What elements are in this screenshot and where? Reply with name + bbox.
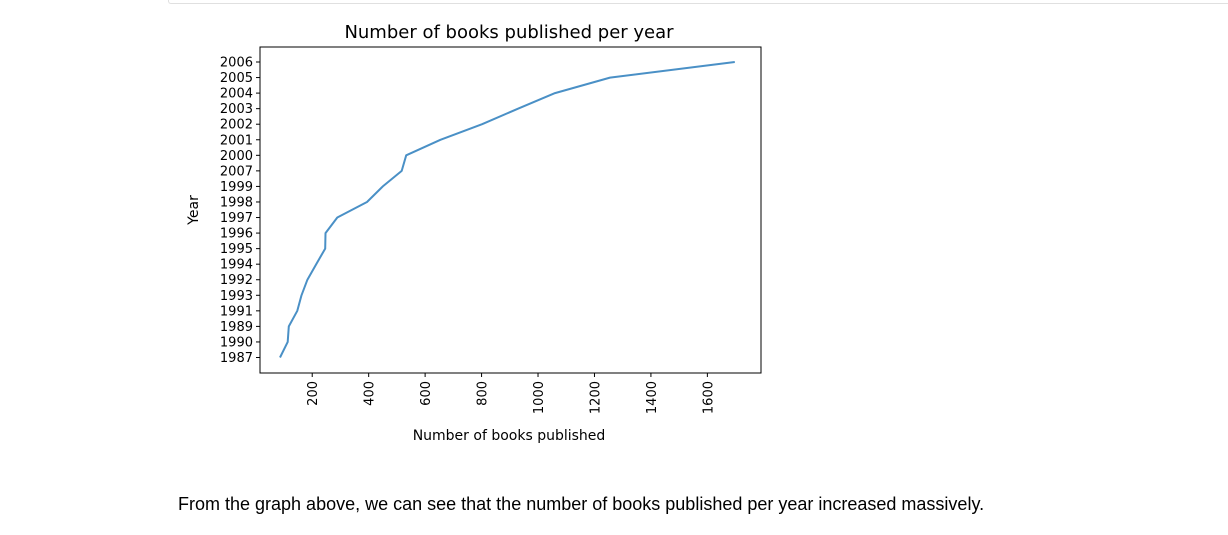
y-axis-label: Year [186, 195, 202, 226]
y-tick-label: 1993 [220, 289, 253, 304]
y-tick-label: 2006 [220, 56, 253, 71]
y-tick-label: 1997 [220, 211, 253, 226]
y-tick-label: 2004 [220, 87, 253, 102]
chart-title: Number of books published per year [344, 22, 674, 43]
y-tick-label: 1991 [220, 304, 253, 319]
line-chart: Number of books published per year 19871… [186, 22, 762, 444]
y-tick-label: 1995 [220, 242, 253, 257]
y-tick-label: 1994 [220, 258, 253, 273]
y-tick-label: 1990 [220, 335, 253, 350]
markdown-text: From the graph above, we can see that th… [178, 494, 985, 514]
x-tick-label: 800 [476, 381, 491, 406]
x-tick-label: 1000 [532, 381, 547, 414]
x-tick-label: 1400 [645, 381, 660, 414]
y-tick-label: 2002 [220, 118, 253, 133]
y-tick-label: 2000 [220, 149, 253, 164]
y-tick-label: 2003 [220, 102, 253, 117]
series-line [279, 61, 735, 358]
previous-cell-border [168, 0, 1228, 4]
plot-frame [259, 46, 762, 374]
y-tick-label: 1999 [220, 180, 253, 195]
x-tick-label: 400 [363, 381, 378, 406]
y-tick-label: 2007 [220, 164, 253, 179]
y-tick-label: 1989 [220, 320, 253, 335]
y-axis-ticks: 1987199019891991199319921994199519961997… [220, 56, 260, 366]
x-tick-label: 200 [306, 381, 321, 406]
y-tick-label: 1987 [220, 351, 253, 366]
y-tick-label: 1998 [220, 195, 253, 210]
x-tick-label: 1200 [588, 381, 603, 414]
chart-output: Number of books published per year 1987 1… [178, 10, 798, 460]
y-tick-label: 1992 [220, 273, 253, 288]
x-axis-label: Number of books published [413, 428, 606, 444]
y-tick-label: 2001 [220, 133, 253, 148]
x-tick-label: 600 [419, 381, 434, 406]
x-tick-label: 1600 [701, 381, 716, 414]
y-tick-label: 2005 [220, 71, 253, 86]
x-axis-ticks: 200 400 600 800 1000 1200 1400 1600 [306, 373, 716, 414]
y-tick-label: 1996 [220, 227, 253, 242]
